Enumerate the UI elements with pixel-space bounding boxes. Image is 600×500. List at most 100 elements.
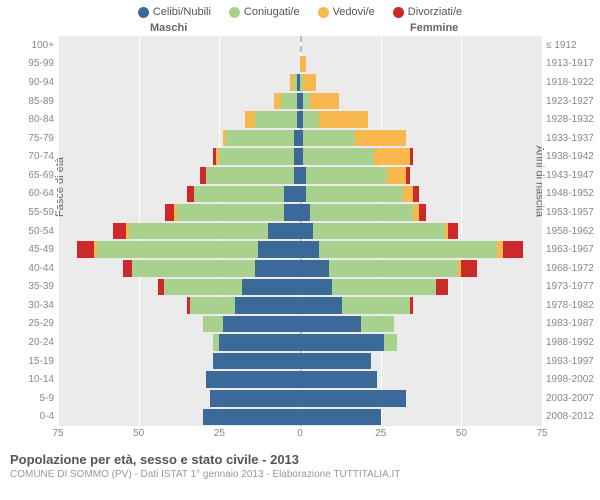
- bar-male: [58, 186, 300, 203]
- age-label: 5-9: [14, 393, 54, 404]
- legend-swatch: [229, 7, 240, 18]
- age-row: 45-491963-1967: [58, 240, 542, 259]
- bar-female: [300, 37, 542, 54]
- bar-female: [300, 334, 542, 351]
- age-label: 45-49: [14, 244, 54, 255]
- header-male: Maschi: [150, 22, 187, 34]
- legend-item: Vedovi/e: [318, 6, 375, 18]
- age-label: 90-94: [14, 77, 54, 88]
- legend-swatch: [393, 7, 404, 18]
- bar-female: [300, 56, 542, 73]
- bar-female: [300, 93, 542, 110]
- bar-female: [300, 204, 542, 221]
- age-label: 35-39: [14, 281, 54, 292]
- year-label: 1918-1922: [546, 77, 598, 88]
- age-row: 85-891923-1927: [58, 92, 542, 111]
- bar-female: [300, 111, 542, 128]
- bar-female: [300, 297, 542, 314]
- bar-male: [58, 37, 300, 54]
- age-label: 10-14: [14, 374, 54, 385]
- bar-male: [58, 260, 300, 277]
- bar-male: [58, 409, 300, 426]
- legend-item: Coniugati/e: [229, 6, 300, 18]
- year-label: 1978-1982: [546, 300, 598, 311]
- year-label: 1983-1987: [546, 318, 598, 329]
- bar-male: [58, 74, 300, 91]
- age-label: 100+: [14, 40, 54, 51]
- age-label: 65-69: [14, 170, 54, 181]
- year-label: ≤ 1912: [546, 40, 598, 51]
- year-label: 1993-1997: [546, 356, 598, 367]
- bar-female: [300, 148, 542, 165]
- bar-female: [300, 279, 542, 296]
- legend-label: Celibi/Nubili: [153, 6, 211, 18]
- bar-female: [300, 241, 542, 258]
- bar-male: [58, 279, 300, 296]
- year-label: 1968-1972: [546, 263, 598, 274]
- age-row: 100+≤ 1912: [58, 36, 542, 55]
- bar-male: [58, 241, 300, 258]
- year-label: 1948-1952: [546, 188, 598, 199]
- x-tick: 75: [52, 428, 63, 439]
- year-label: 2008-2012: [546, 411, 598, 422]
- legend-item: Celibi/Nubili: [138, 6, 211, 18]
- bar-female: [300, 74, 542, 91]
- bar-male: [58, 204, 300, 221]
- x-tick: 50: [456, 428, 467, 439]
- age-label: 40-44: [14, 263, 54, 274]
- age-label: 25-29: [14, 318, 54, 329]
- age-label: 0-4: [14, 411, 54, 422]
- year-label: 1923-1927: [546, 96, 598, 107]
- bar-male: [58, 148, 300, 165]
- plot-area: Fasce di età Anni di nascita 100+≤ 19129…: [58, 36, 542, 426]
- legend-swatch: [138, 7, 149, 18]
- x-tick: 0: [297, 428, 303, 439]
- age-row: 25-291983-1987: [58, 315, 542, 334]
- bar-female: [300, 353, 542, 370]
- population-pyramid: Celibi/NubiliConiugati/eVedovi/eDivorzia…: [0, 0, 600, 500]
- year-label: 1958-1962: [546, 226, 598, 237]
- bar-female: [300, 223, 542, 240]
- age-label: 50-54: [14, 226, 54, 237]
- age-label: 80-84: [14, 114, 54, 125]
- year-label: 1953-1957: [546, 207, 598, 218]
- bar-female: [300, 130, 542, 147]
- age-row: 30-341978-1982: [58, 296, 542, 315]
- age-row: 65-691943-1947: [58, 166, 542, 185]
- bar-male: [58, 316, 300, 333]
- x-tick: 25: [214, 428, 225, 439]
- header-female: Femmine: [410, 22, 458, 34]
- bar-male: [58, 130, 300, 147]
- age-label: 15-19: [14, 356, 54, 367]
- year-label: 1913-1917: [546, 58, 598, 69]
- age-row: 15-191993-1997: [58, 352, 542, 371]
- bar-male: [58, 111, 300, 128]
- column-headers: Maschi Femmine: [0, 22, 600, 36]
- age-row: 40-441968-1972: [58, 259, 542, 278]
- year-label: 1963-1967: [546, 244, 598, 255]
- year-label: 1928-1932: [546, 114, 598, 125]
- year-label: 1943-1947: [546, 170, 598, 181]
- bar-female: [300, 186, 542, 203]
- age-row: 90-941918-1922: [58, 73, 542, 92]
- legend-label: Vedovi/e: [333, 6, 375, 18]
- x-tick: 50: [133, 428, 144, 439]
- bar-female: [300, 371, 542, 388]
- rows: 100+≤ 191295-991913-191790-941918-192285…: [58, 36, 542, 426]
- legend: Celibi/NubiliConiugati/eVedovi/eDivorzia…: [0, 0, 600, 22]
- age-label: 20-24: [14, 337, 54, 348]
- bar-female: [300, 409, 542, 426]
- age-row: 20-241988-1992: [58, 333, 542, 352]
- chart-subtitle: COMUNE DI SOMMO (PV) - Dati ISTAT 1° gen…: [10, 469, 590, 480]
- legend-swatch: [318, 7, 329, 18]
- x-tick: 75: [536, 428, 547, 439]
- year-label: 1933-1937: [546, 133, 598, 144]
- bar-male: [58, 223, 300, 240]
- year-label: 2003-2007: [546, 393, 598, 404]
- x-axis: 7550250255075: [58, 426, 542, 446]
- chart-title: Popolazione per età, sesso e stato civil…: [10, 452, 590, 467]
- age-row: 60-641948-1952: [58, 185, 542, 204]
- bar-male: [58, 371, 300, 388]
- age-row: 35-391973-1977: [58, 278, 542, 297]
- age-row: 70-741938-1942: [58, 147, 542, 166]
